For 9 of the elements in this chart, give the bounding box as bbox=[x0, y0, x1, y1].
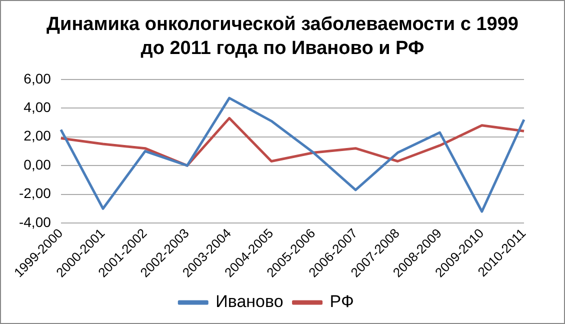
y-tick-label: -2,00 bbox=[18, 185, 52, 202]
legend-label: РФ bbox=[330, 292, 354, 312]
y-tick-label: 2,00 bbox=[24, 128, 52, 144]
y-tick-label: 6,00 bbox=[24, 70, 52, 86]
y-tick-label: 4,00 bbox=[24, 98, 52, 115]
y-tick-label: -4,00 bbox=[18, 214, 52, 230]
legend-label: Иваново bbox=[216, 292, 284, 312]
y-tick-label: 0,00 bbox=[24, 156, 52, 172]
chart-title: Динамика онкологической заболеваемости с 1999 до 2011 года по Иваново и РФ bbox=[45, 13, 520, 61]
